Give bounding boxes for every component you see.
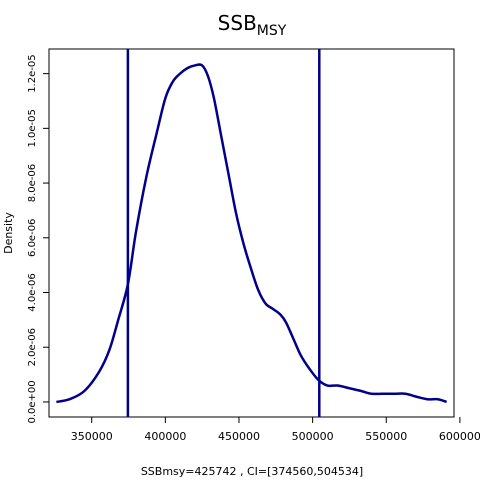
chart-title: SSBMSY	[218, 11, 287, 39]
x-axis: 350000 400000 450000 500000 550000 600000	[71, 417, 480, 443]
y-axis: 0.0e+00 2.0e-06 4.0e-06 6.0e-06 8.0e-06 1.0e-…	[27, 54, 49, 424]
x-tick-label: 550000	[365, 430, 407, 443]
chart-title-subscript: MSY	[257, 23, 287, 39]
y-tick-label: 6.0e-06	[27, 219, 38, 257]
x-tick-label: 500000	[292, 430, 334, 443]
y-axis-label: Density	[2, 212, 15, 254]
y-tick-label: 0.0e+00	[27, 380, 38, 423]
x-tick-label: 450000	[218, 430, 260, 443]
y-tick-label: 1.0e-05	[27, 109, 38, 147]
y-tick-label: 1.2e-05	[27, 54, 38, 92]
x-axis-label: SSBmsy=425742 , CI=[374560,504534]	[141, 465, 363, 478]
x-tick-label: 400000	[144, 430, 186, 443]
plot-area	[56, 49, 448, 417]
plot-frame	[48, 48, 455, 418]
x-tick-label: 350000	[71, 430, 113, 443]
density-curve	[56, 63, 448, 404]
chart-title-main: SSB	[218, 11, 257, 35]
y-tick-label: 2.0e-06	[27, 328, 38, 366]
y-tick-label: 4.0e-06	[27, 273, 38, 311]
x-tick-label: 600000	[439, 430, 480, 443]
y-tick-label: 8.0e-06	[27, 164, 38, 202]
